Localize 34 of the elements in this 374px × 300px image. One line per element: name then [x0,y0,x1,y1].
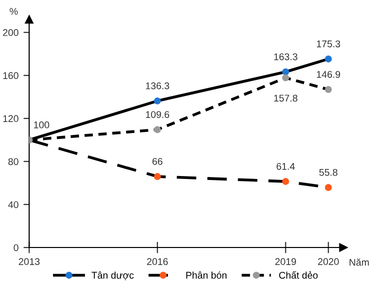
point [282,68,290,76]
data-label: 136.3 [146,82,170,90]
y-tick-label: 80 [8,158,18,166]
data-label: 175.3 [316,40,340,48]
point [324,184,332,191]
point [154,97,161,104]
y-tick-label: 120 [3,115,18,122]
data-label: 157.8 [274,94,298,102]
point [154,126,161,134]
data-label: 55.8 [319,168,338,176]
legend-label: Chất dẻo [279,271,318,279]
y-tick-label: 40 [8,201,18,208]
data-label: 146.9 [316,70,340,78]
y-tick-label: 0 [14,244,18,252]
data-label: 109.6 [146,111,170,118]
point [282,74,290,82]
y-axis-title: % [10,8,18,15]
y-tick-label: 200 [3,29,18,36]
legend-label: Tân dược [92,272,134,280]
data-label: 163.3 [274,53,298,60]
x-tick-label: 2016 [147,258,168,266]
point [282,178,290,185]
point [154,173,161,180]
legend-label: Phân bón [186,271,226,279]
x-tick-label: 2013 [18,258,40,266]
data-label: 66 [152,158,162,165]
data-label: 61.4 [276,162,295,170]
point [324,55,332,62]
data-label: 100 [34,121,50,128]
y-tick-label: 160 [3,72,18,80]
x-tick-label: 2020 [318,258,339,266]
point [324,86,332,93]
x-tick-label: 2019 [275,258,296,266]
x-axis-title: Năm [350,258,369,266]
